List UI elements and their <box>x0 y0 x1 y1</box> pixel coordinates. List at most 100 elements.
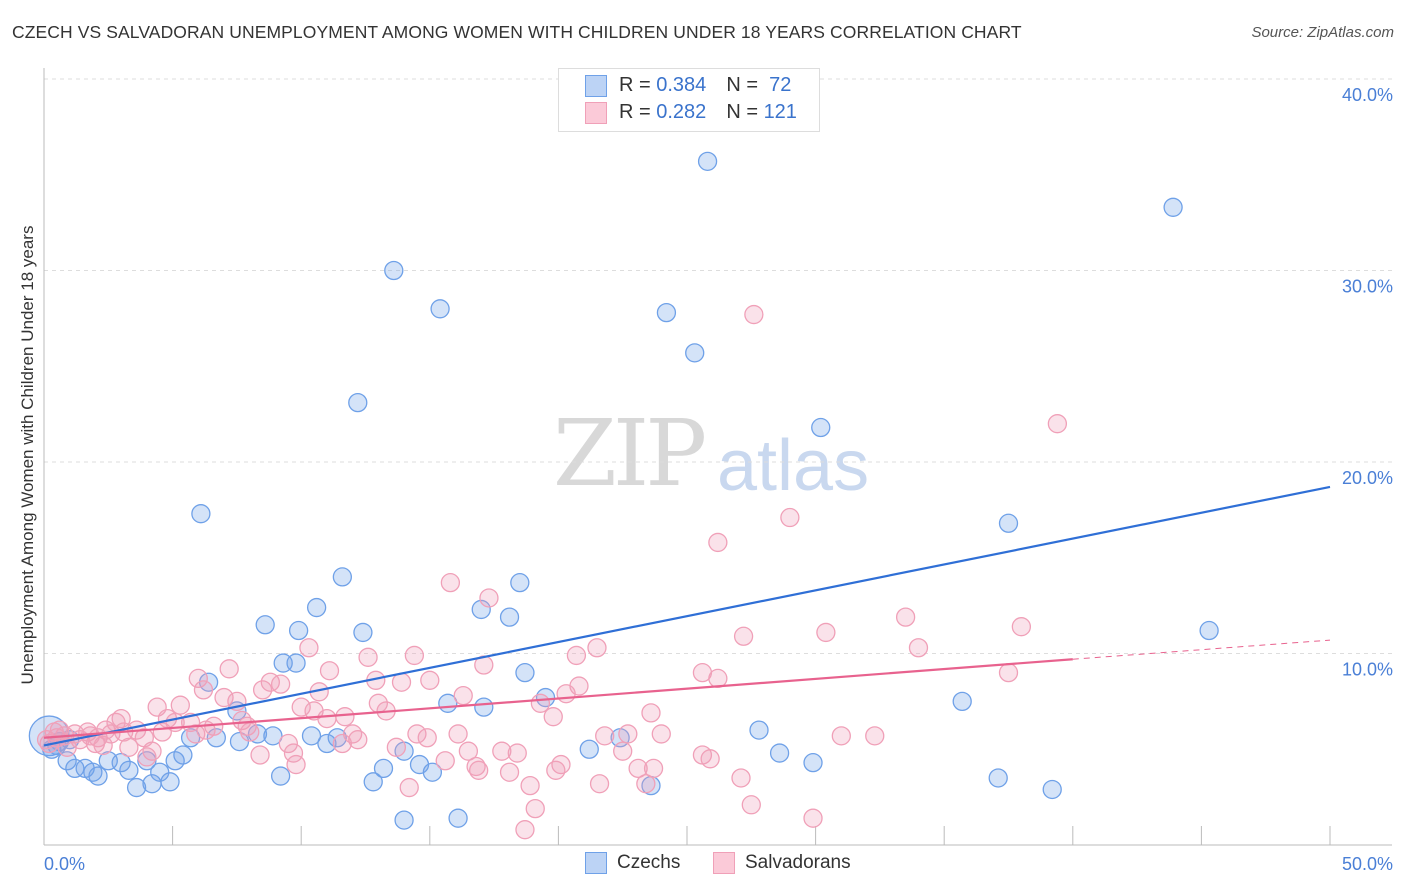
salvadoran-point <box>479 588 499 608</box>
salvadoran-point <box>458 741 479 761</box>
salvadoran-point <box>420 670 440 690</box>
salvadoran-point <box>803 808 823 828</box>
czech-point <box>422 762 443 782</box>
salvadoran-point <box>700 749 720 769</box>
bottom-legend-czechs: Czechs <box>585 852 680 874</box>
salvadoran-point <box>440 572 461 593</box>
czech-point <box>306 597 327 618</box>
czech-point <box>811 417 831 438</box>
czech-point <box>353 622 373 643</box>
salvadoran-point <box>188 668 208 689</box>
czech-point <box>394 810 414 830</box>
n-label: N = <box>726 101 758 123</box>
chart-title: CZECH VS SALVADORAN UNEMPLOYMENT AMONG W… <box>12 22 1022 42</box>
r-value: 0.384 <box>656 74 707 96</box>
salvadoran-trend-extension <box>1072 639 1331 660</box>
czech-point <box>535 687 556 708</box>
czech-point <box>263 726 283 746</box>
salvadoran-point <box>587 638 607 658</box>
salvadoran-trend-line <box>43 658 1073 739</box>
czech-point <box>286 653 306 673</box>
czech-point <box>119 760 139 780</box>
czech-point <box>165 751 185 771</box>
y-tick-label: 20.0% <box>1342 468 1393 488</box>
salvadoran-point <box>566 645 587 666</box>
czech-trend-line <box>43 485 1331 747</box>
salvadoran-point <box>469 760 489 780</box>
salvadoran-point <box>636 774 656 794</box>
salvadoran-point <box>499 762 520 782</box>
salvadoran-point <box>453 685 473 706</box>
salvadoran-point <box>816 622 836 643</box>
r-label: R = <box>619 74 651 96</box>
salvadoran-point <box>595 726 615 746</box>
czech-point <box>206 728 226 748</box>
salvadoran-point <box>492 741 512 761</box>
legend-row-czechs: R = 0.384 N = 72 <box>585 74 791 97</box>
salvadoran-point <box>186 724 206 744</box>
czech-point <box>515 663 535 683</box>
salvadoran-point <box>348 730 368 750</box>
salvadoran-point <box>708 532 728 553</box>
salvadoran-point <box>240 722 260 742</box>
salvadoran-point <box>507 743 527 763</box>
salvadoran-point <box>317 708 337 729</box>
salvadoran-point <box>170 695 190 715</box>
czech-point <box>88 766 108 786</box>
source-label: Source: ZipAtlas.com <box>1251 24 1394 41</box>
czechs-label: Czechs <box>617 852 681 873</box>
salvadoran-point <box>546 760 566 780</box>
r-value: 0.282 <box>656 101 707 123</box>
y-axis-label: Unemployment Among Women with Children U… <box>18 225 37 685</box>
czech-point <box>579 739 599 759</box>
salvadoran-point <box>435 751 455 771</box>
salvadoran-point <box>119 737 139 757</box>
salvadorans-swatch <box>585 101 607 124</box>
czech-point <box>57 751 77 771</box>
czech-point <box>988 768 1008 788</box>
y-tick-label: 40.0% <box>1342 85 1393 105</box>
czech-point <box>803 753 823 773</box>
czech-point <box>247 724 268 744</box>
salvadoran-point <box>407 724 427 744</box>
salvadoran-point <box>741 795 761 815</box>
salvadoran-point <box>641 703 661 723</box>
czech-point <box>142 774 162 794</box>
y-tick-label: 10.0% <box>1342 660 1393 680</box>
salvadoran-point <box>589 774 610 794</box>
legend-row-salvadorans: R = 0.282 N = 121 <box>585 101 797 124</box>
salvadoran-point <box>744 304 764 325</box>
czech-point <box>332 567 353 587</box>
salvadoran-point <box>319 661 340 681</box>
x-tick-label: 50.0% <box>1342 854 1393 874</box>
salvadoran-point <box>49 720 70 740</box>
salvadoran-point <box>252 680 273 700</box>
salvadoran-point <box>286 754 306 775</box>
czech-point <box>160 772 180 792</box>
salvadoran-point <box>908 638 929 658</box>
salvadoran-point <box>613 741 633 761</box>
czech-point <box>111 753 131 773</box>
czechs-swatch <box>585 852 607 874</box>
czech-point <box>65 758 85 779</box>
salvadoran-point <box>525 798 545 819</box>
salvadoran-point <box>530 693 551 713</box>
czechs-swatch <box>585 74 607 97</box>
czech-point <box>288 620 309 641</box>
czech-point <box>430 299 450 319</box>
czech-point <box>769 743 790 763</box>
czech-point <box>301 726 322 746</box>
salvadoran-point <box>404 645 425 666</box>
salvadoran-point <box>93 735 113 756</box>
salvadoran-point <box>628 758 648 779</box>
czech-point <box>191 504 211 524</box>
czech-point <box>697 151 718 171</box>
salvadoran-point <box>57 737 77 757</box>
salvadoran-point <box>543 707 563 727</box>
czech-point <box>229 731 250 752</box>
n-value: 72 <box>769 74 792 96</box>
czech-point <box>1042 779 1062 800</box>
czech-point <box>952 691 972 712</box>
stats-legend: R = 0.384 N = 72 R = 0.282 N = 121 <box>558 68 820 132</box>
salvadoran-point <box>556 684 576 704</box>
